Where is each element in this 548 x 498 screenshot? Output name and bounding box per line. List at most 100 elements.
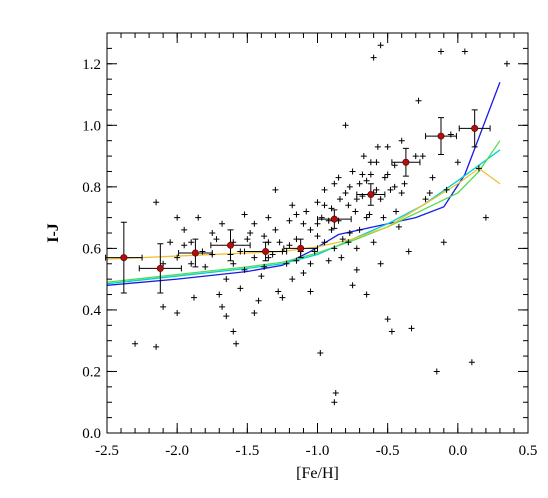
scatter-point — [255, 297, 262, 304]
scatter-point — [384, 316, 391, 323]
scatter-point — [167, 239, 174, 246]
scatter-point — [373, 186, 380, 193]
x-tick-label: -1.5 — [235, 443, 259, 459]
scatter-point — [261, 233, 268, 240]
scatter-point — [412, 153, 419, 160]
scatter-point — [251, 220, 258, 227]
scatter-point — [269, 251, 276, 258]
scatter-point — [223, 276, 230, 283]
scatter-point — [363, 214, 370, 221]
scatter-point — [237, 248, 244, 255]
scatter-point — [366, 211, 373, 218]
scatter-point — [272, 226, 279, 233]
x-tick-label: 0.0 — [448, 443, 467, 459]
scatter-point — [401, 180, 408, 187]
scatter-point — [405, 248, 412, 255]
scatter-point — [279, 294, 286, 301]
scatter-point — [356, 180, 363, 187]
scatter-point — [213, 236, 220, 243]
binned-point — [330, 215, 338, 223]
scatter-point — [370, 239, 377, 246]
scatter-point — [132, 340, 139, 347]
scatter-point — [377, 42, 384, 49]
scatter-point — [328, 205, 335, 212]
y-tick-label: 1.2 — [82, 57, 101, 73]
scatter-point — [336, 196, 343, 203]
scatter-point — [230, 260, 237, 267]
scatter-point — [174, 214, 181, 221]
scatter-point — [353, 245, 360, 252]
scatter-point — [289, 276, 296, 283]
scatter-point — [286, 242, 293, 249]
scatter-point — [381, 174, 388, 181]
scatter-point — [338, 254, 345, 261]
scatter-point — [188, 239, 195, 246]
model-line-green — [106, 140, 501, 283]
scatter-point — [174, 310, 181, 316]
scatter-point — [395, 223, 402, 230]
scatter-point — [199, 248, 206, 255]
x-tick-label: -2.0 — [165, 443, 189, 459]
axes: -2.5 -2.0 -1.5 -1.0 -0.5 0.0 0.5 0.0 0.2 0.4 0.6 0.… — [82, 32, 537, 459]
scatter-point — [219, 220, 226, 227]
y-tick-label: 1.0 — [82, 118, 101, 134]
scatter-point — [181, 242, 188, 249]
scatter-point — [174, 254, 181, 261]
scatter-point — [360, 153, 367, 160]
scatter-point — [272, 186, 279, 193]
scatter-point — [265, 254, 272, 261]
scatter-point — [363, 291, 370, 298]
scatter-point — [391, 162, 398, 169]
scatter-point — [153, 199, 160, 206]
scatter-point — [216, 291, 223, 298]
binned-point — [156, 264, 164, 272]
binned-point — [191, 249, 199, 257]
scatter-point — [241, 211, 248, 218]
scatter-point — [233, 340, 240, 347]
binned-point — [471, 124, 479, 132]
scatter-point — [160, 260, 167, 267]
binned-points — [105, 109, 491, 294]
scatter-point — [342, 190, 349, 196]
scatter-point — [307, 226, 314, 233]
scatter-point — [188, 260, 195, 267]
scatter-point — [321, 239, 328, 246]
scatter-point — [373, 159, 380, 166]
binned-point — [402, 158, 410, 166]
scatter-point — [331, 245, 338, 252]
scatter-point — [258, 273, 265, 280]
scatter-point — [426, 190, 433, 196]
scatter-point — [391, 183, 398, 190]
scatter-point — [286, 217, 293, 224]
y-tick-label: 0.0 — [82, 426, 101, 442]
scatter-point — [377, 196, 384, 203]
scatter-point — [482, 214, 489, 221]
scatter-point — [352, 208, 359, 215]
scatter-point — [153, 343, 160, 350]
y-tick-label: 0.4 — [82, 303, 101, 319]
scatter-point — [342, 122, 349, 129]
scatter-point — [191, 294, 198, 301]
scatter-point — [303, 208, 310, 215]
binned-point — [120, 254, 128, 262]
scatter-point — [244, 236, 251, 243]
scatter-point — [331, 180, 338, 187]
scatter-point — [374, 143, 381, 150]
scatter-point — [363, 177, 370, 184]
scatter-point — [349, 168, 356, 175]
scatter-point — [275, 288, 282, 295]
scatter-point — [415, 97, 422, 104]
binned-point — [367, 191, 375, 199]
scatter-point — [314, 233, 321, 240]
scatter-point — [181, 226, 188, 233]
x-tick-label: -2.5 — [95, 443, 119, 459]
scatter-point — [429, 174, 436, 181]
scatter-point — [367, 171, 374, 178]
scatter-point — [377, 260, 384, 267]
scatter-point — [387, 186, 394, 193]
scatter-point — [289, 202, 296, 209]
scatter-point — [160, 303, 167, 310]
scatter-point — [300, 270, 307, 276]
scatter-point — [251, 254, 258, 261]
